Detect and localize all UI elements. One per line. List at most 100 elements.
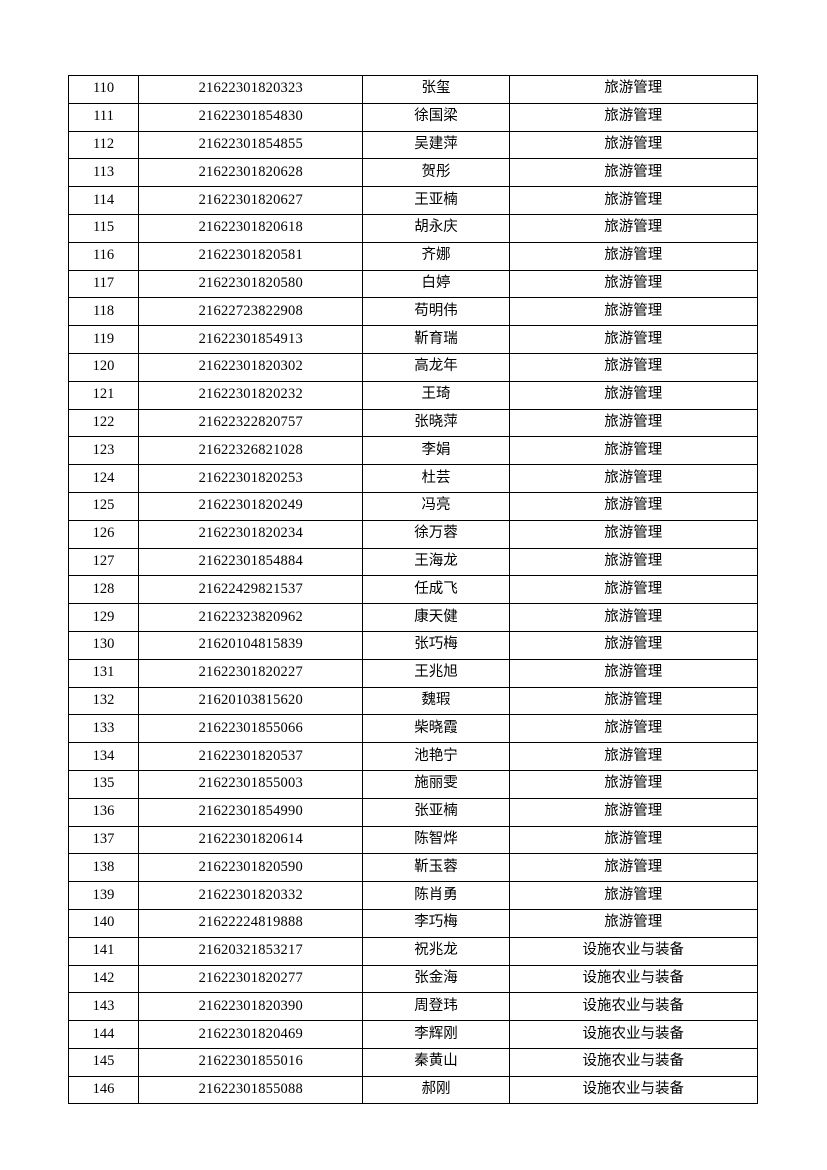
major-name-cell: 旅游管理 [508, 575, 759, 605]
major-name-cell: 旅游管理 [508, 436, 759, 466]
student-name-cell: 王亚楠 [362, 186, 510, 215]
table-row: 135 21622301855003 施丽雯 旅游管理 [67, 769, 759, 799]
row-index-cell: 127 [67, 547, 140, 577]
table-row: 146 21622301855088 郝刚 设施农业与装备 [67, 1075, 759, 1105]
student-name-cell: 陈肖勇 [362, 881, 510, 910]
major-name-cell: 旅游管理 [508, 380, 759, 410]
major-name-cell: 旅游管理 [508, 213, 759, 243]
student-name-cell: 徐万蓉 [362, 519, 510, 549]
student-name-cell: 杜芸 [362, 464, 510, 493]
row-index-cell: 125 [67, 491, 140, 521]
major-name-cell: 旅游管理 [508, 658, 759, 688]
table-row: 129 21622323820962 康天健 旅游管理 [67, 603, 759, 632]
major-name-cell: 旅游管理 [508, 547, 759, 577]
student-name-cell: 周登玮 [362, 992, 510, 1022]
major-name-cell: 设施农业与装备 [508, 1020, 759, 1049]
major-name-cell: 旅游管理 [508, 686, 759, 716]
major-name-cell: 旅游管理 [508, 742, 759, 771]
student-name-cell: 吴建萍 [362, 130, 510, 160]
table-row: 131 21622301820227 王兆旭 旅游管理 [67, 658, 759, 688]
table-row: 121 21622301820232 王琦 旅游管理 [67, 380, 759, 410]
student-name-cell: 李巧梅 [362, 908, 510, 938]
student-name-cell: 靳玉蓉 [362, 853, 510, 883]
candidate-id-cell: 21622301820614 [138, 825, 364, 855]
row-index-cell: 131 [67, 658, 140, 688]
table-row: 128 21622429821537 任成飞 旅游管理 [67, 575, 759, 605]
candidate-id-cell: 21622723822908 [138, 297, 364, 327]
candidate-id-cell: 21620103815620 [138, 686, 364, 716]
candidate-id-cell: 21622301820580 [138, 269, 364, 299]
row-index-cell: 128 [67, 575, 140, 605]
candidate-id-cell: 21622301820253 [138, 464, 364, 493]
major-name-cell: 旅游管理 [508, 769, 759, 799]
candidate-id-cell: 21622301855016 [138, 1047, 364, 1077]
table-row: 111 21622301854830 徐国梁 旅游管理 [67, 102, 759, 132]
major-name-cell: 设施农业与装备 [508, 992, 759, 1022]
table-row: 114 21622301820627 王亚楠 旅游管理 [67, 186, 759, 215]
table-row: 124 21622301820253 杜芸 旅游管理 [67, 464, 759, 493]
student-name-cell: 张巧梅 [362, 630, 510, 660]
row-index-cell: 122 [67, 408, 140, 438]
candidate-id-cell: 21622301855003 [138, 769, 364, 799]
table-row: 116 21622301820581 齐娜 旅游管理 [67, 241, 759, 271]
table-row: 115 21622301820618 胡永庆 旅游管理 [67, 213, 759, 243]
major-name-cell: 旅游管理 [508, 130, 759, 160]
row-index-cell: 139 [67, 881, 140, 910]
major-name-cell: 旅游管理 [508, 75, 759, 104]
student-roster-table: 110 21622301820323 张玺 旅游管理 111 21622301854830… [67, 75, 759, 1105]
student-name-cell: 任成飞 [362, 575, 510, 605]
table-row: 110 21622301820323 张玺 旅游管理 [67, 75, 759, 104]
table-row: 119 21622301854913 靳育瑞 旅游管理 [67, 325, 759, 354]
student-name-cell: 张玺 [362, 75, 510, 104]
candidate-id-cell: 21622301820390 [138, 992, 364, 1022]
table-row: 118 21622723822908 苟明伟 旅游管理 [67, 297, 759, 327]
student-name-cell: 王兆旭 [362, 658, 510, 688]
major-name-cell: 旅游管理 [508, 908, 759, 938]
major-name-cell: 旅游管理 [508, 102, 759, 132]
student-name-cell: 张金海 [362, 964, 510, 994]
candidate-id-cell: 21622301820227 [138, 658, 364, 688]
table-row: 141 21620321853217 祝兆龙 设施农业与装备 [67, 936, 759, 966]
major-name-cell: 设施农业与装备 [508, 964, 759, 994]
student-name-cell: 魏瑕 [362, 686, 510, 716]
student-name-cell: 徐国梁 [362, 102, 510, 132]
table-row: 138 21622301820590 靳玉蓉 旅游管理 [67, 853, 759, 883]
row-index-cell: 138 [67, 853, 140, 883]
candidate-id-cell: 21622301855066 [138, 714, 364, 744]
row-index-cell: 144 [67, 1020, 140, 1049]
major-name-cell: 旅游管理 [508, 352, 759, 382]
candidate-id-cell: 21622301820627 [138, 186, 364, 215]
row-index-cell: 133 [67, 714, 140, 744]
major-name-cell: 旅游管理 [508, 853, 759, 883]
major-name-cell: 设施农业与装备 [508, 1047, 759, 1077]
row-index-cell: 137 [67, 825, 140, 855]
table-row: 117 21622301820580 白婷 旅游管理 [67, 269, 759, 299]
major-name-cell: 旅游管理 [508, 297, 759, 327]
major-name-cell: 旅游管理 [508, 241, 759, 271]
major-name-cell: 旅游管理 [508, 881, 759, 910]
row-index-cell: 112 [67, 130, 140, 160]
major-name-cell: 旅游管理 [508, 491, 759, 521]
candidate-id-cell: 21622224819888 [138, 908, 364, 938]
row-index-cell: 117 [67, 269, 140, 299]
table-row: 112 21622301854855 吴建萍 旅游管理 [67, 130, 759, 160]
row-index-cell: 129 [67, 603, 140, 632]
student-name-cell: 贺彤 [362, 158, 510, 188]
candidate-id-cell: 21622323820962 [138, 603, 364, 632]
table-row: 123 21622326821028 李娟 旅游管理 [67, 436, 759, 466]
row-index-cell: 110 [67, 75, 140, 104]
table-row: 126 21622301820234 徐万蓉 旅游管理 [67, 519, 759, 549]
major-name-cell: 旅游管理 [508, 158, 759, 188]
candidate-id-cell: 21622301855088 [138, 1075, 364, 1105]
candidate-id-cell: 21622301854913 [138, 325, 364, 354]
table-row: 140 21622224819888 李巧梅 旅游管理 [67, 908, 759, 938]
student-name-cell: 李辉刚 [362, 1020, 510, 1049]
candidate-id-cell: 21622301854990 [138, 797, 364, 827]
major-name-cell: 旅游管理 [508, 325, 759, 354]
major-name-cell: 旅游管理 [508, 269, 759, 299]
table-row: 127 21622301854884 王海龙 旅游管理 [67, 547, 759, 577]
candidate-id-cell: 21620321853217 [138, 936, 364, 966]
candidate-id-cell: 21622326821028 [138, 436, 364, 466]
candidate-id-cell: 21622301854830 [138, 102, 364, 132]
row-index-cell: 126 [67, 519, 140, 549]
